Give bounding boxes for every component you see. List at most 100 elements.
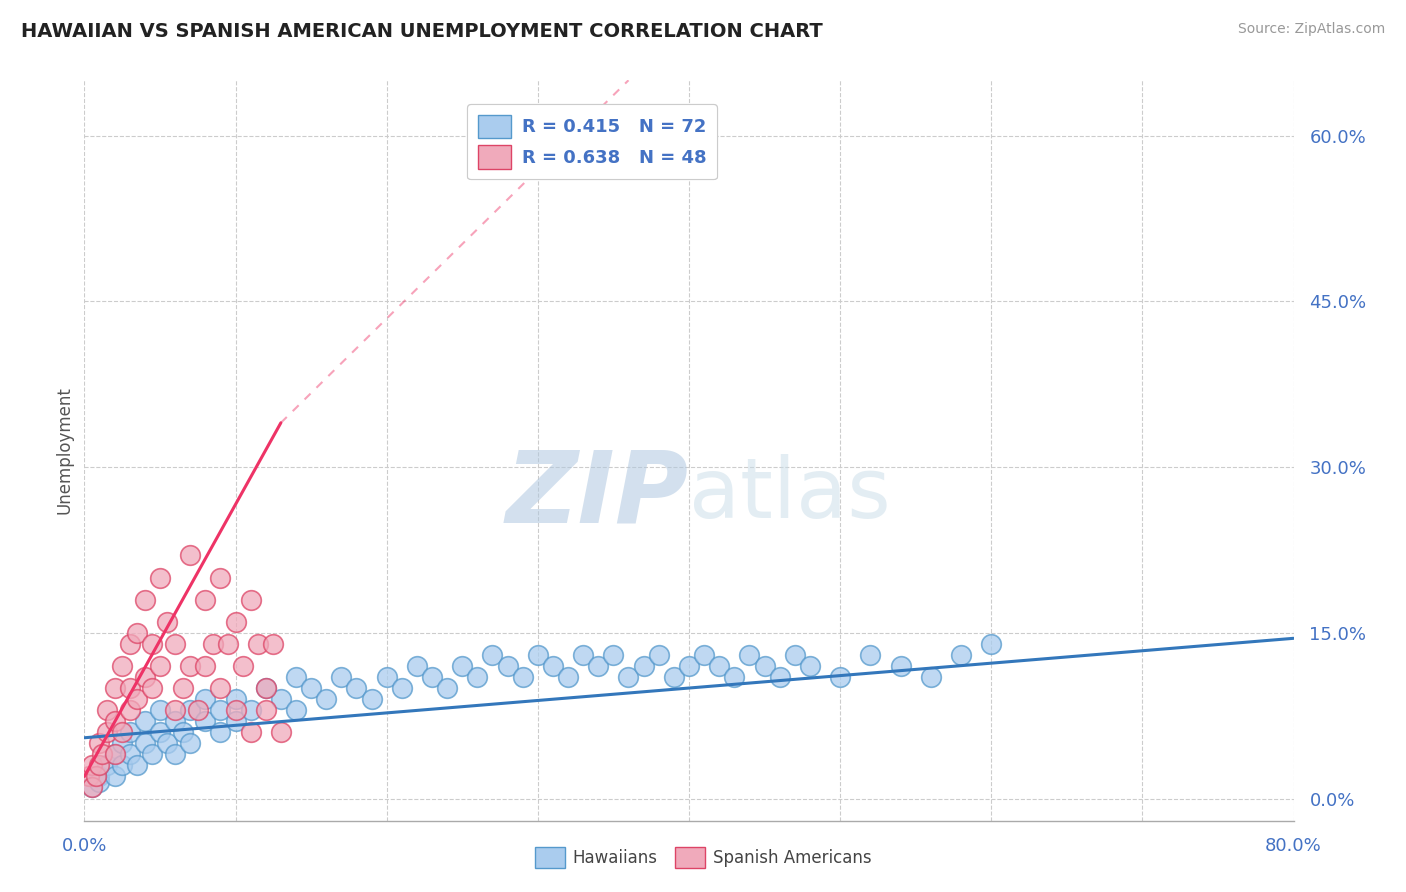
Point [104,714,127,729]
Point [225,692,247,706]
Point [541,659,564,673]
Point [194,592,217,607]
Point [96,725,118,739]
Point [86,769,108,783]
Point [194,659,217,673]
Point [194,714,217,729]
Point [572,648,595,662]
Point [179,659,201,673]
Point [496,659,519,673]
Point [134,714,156,729]
Point [141,637,163,651]
Point [80,758,103,772]
Point [80,780,103,795]
Text: ZIP: ZIP [506,446,689,543]
Point [239,725,262,739]
Point [890,659,912,673]
Point [80,780,103,795]
Point [127,758,149,772]
Point [209,570,232,584]
Point [149,725,172,739]
Point [104,747,127,762]
Point [239,592,262,607]
Point [91,747,114,762]
Point [134,592,156,607]
Point [299,681,322,695]
Point [239,703,262,717]
Point [118,747,141,762]
Point [254,703,277,717]
Point [165,714,187,729]
Point [262,637,284,651]
Point [527,648,550,662]
Point [723,670,745,684]
Point [830,670,852,684]
Point [467,670,489,684]
Point [247,637,270,651]
Point [225,714,247,729]
Y-axis label: Unemployment: Unemployment [55,386,73,515]
Point [391,681,413,695]
Point [111,758,134,772]
Point [209,703,232,717]
Point [149,703,172,717]
Point [225,703,247,717]
Point [89,775,111,789]
Point [127,692,149,706]
Point [104,769,127,783]
Point [118,637,141,651]
Text: HAWAIIAN VS SPANISH AMERICAN UNEMPLOYMENT CORRELATION CHART: HAWAIIAN VS SPANISH AMERICAN UNEMPLOYMEN… [21,22,823,41]
Point [225,615,247,629]
Point [557,670,579,684]
Point [285,670,308,684]
Point [738,648,761,662]
Point [285,703,308,717]
Point [481,648,503,662]
Point [315,692,337,706]
Point [346,681,368,695]
Point [769,670,792,684]
Point [360,692,382,706]
Point [118,681,141,695]
Point [149,659,172,673]
Point [111,725,134,739]
Point [217,637,239,651]
Point [617,670,640,684]
Point [96,703,118,717]
Point [254,681,277,695]
Point [179,736,201,750]
Point [172,681,194,695]
Point [77,769,100,783]
Point [920,670,942,684]
Point [678,659,700,673]
Point [134,736,156,750]
Point [156,615,179,629]
Point [141,681,163,695]
Point [375,670,398,684]
Text: atlas: atlas [689,454,890,535]
Legend: Hawaiians, Spanish Americans: Hawaiians, Spanish Americans [527,840,879,875]
Legend: R = 0.415   N = 72, R = 0.638   N = 48: R = 0.415 N = 72, R = 0.638 N = 48 [467,104,717,179]
Point [270,725,292,739]
Point [141,747,163,762]
Point [104,681,127,695]
Point [648,648,671,662]
Point [89,736,111,750]
Point [111,736,134,750]
Point [118,703,141,717]
Point [859,648,882,662]
Point [436,681,458,695]
Point [127,625,149,640]
Point [165,703,187,717]
Point [104,747,127,762]
Point [165,637,187,651]
Point [89,758,111,772]
Point [633,659,655,673]
Point [693,648,716,662]
Point [662,670,685,684]
Point [118,725,141,739]
Point [156,736,179,750]
Point [330,670,353,684]
Point [209,725,232,739]
Point [451,659,474,673]
